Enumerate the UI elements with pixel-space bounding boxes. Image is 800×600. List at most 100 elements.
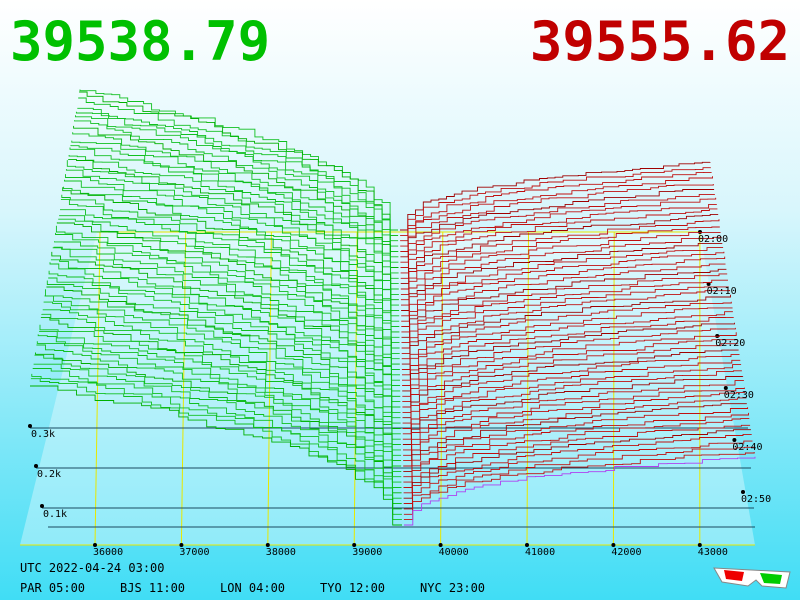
ask-depth-line xyxy=(401,273,728,344)
bid-depth-line xyxy=(39,324,402,467)
ask-depth-line xyxy=(403,403,747,472)
time-label: 02:00 xyxy=(698,234,728,245)
ask-depth-line xyxy=(400,167,711,236)
price-label: 36000 xyxy=(93,547,123,558)
ask-depth-line xyxy=(400,171,712,242)
ask-depth-line xyxy=(400,197,717,268)
zone-time: TYO 12:00 xyxy=(320,581,385,595)
ask-depth-line xyxy=(400,161,711,231)
ask-depth-line xyxy=(402,370,742,440)
depth-label: 0.2k xyxy=(37,469,61,480)
bid-depth-line xyxy=(65,169,400,311)
ask-depth-line xyxy=(400,189,715,258)
ask-depth-line xyxy=(403,418,750,488)
price-label: 38000 xyxy=(266,547,296,558)
ask-depth-line xyxy=(401,279,728,349)
ask-depth-line xyxy=(402,339,737,408)
ask-depth-line xyxy=(400,184,714,252)
time-label: 02:50 xyxy=(741,494,771,505)
ask-depth-line xyxy=(401,263,726,333)
bid-depth-line xyxy=(37,334,402,478)
bid-depth-line xyxy=(36,344,402,488)
bid-depth-line xyxy=(41,313,402,456)
zone-time: PAR 05:00 xyxy=(20,581,85,595)
bid-depth-line xyxy=(62,187,400,333)
utc-time: UTC 2022-04-24 03:00 xyxy=(20,561,165,575)
ask-depth-line xyxy=(402,376,744,445)
bid-depth-line xyxy=(55,225,400,370)
price-dot xyxy=(93,543,97,547)
price-label: 37000 xyxy=(179,547,209,558)
ask-depth-line xyxy=(404,456,756,526)
ask-depth-line xyxy=(403,446,754,515)
ask-depth-line xyxy=(403,380,744,451)
bid-depth-line xyxy=(73,125,399,268)
ask-depth-line xyxy=(403,452,755,521)
bid-depth-line xyxy=(77,107,399,247)
ask-depth-line xyxy=(403,412,749,483)
bid-depth-line xyxy=(35,352,402,494)
price-dot xyxy=(611,543,616,547)
bid-depth-line xyxy=(32,368,402,510)
price-grid-line xyxy=(94,231,101,546)
bid-depth-line xyxy=(79,89,398,231)
ask-depth-line xyxy=(401,236,722,306)
ask-depth-line xyxy=(401,290,731,360)
bid-price: 39538.79 xyxy=(10,10,270,73)
price-grid-line xyxy=(440,231,444,546)
ask-depth-line xyxy=(402,359,741,429)
depth-dot xyxy=(28,424,32,428)
price-label: 43000 xyxy=(698,547,728,558)
time-label: 02:40 xyxy=(732,442,762,453)
time-dot xyxy=(732,438,737,442)
depth-label: 0.1k xyxy=(43,509,67,520)
bid-depth-line xyxy=(51,251,401,397)
ask-depth-line xyxy=(402,364,742,435)
bid-depth-line xyxy=(58,218,400,360)
ask-depth-line xyxy=(400,203,717,274)
labels: 36000 37000 38000 39000 40000 41000 42000 43000… xyxy=(20,234,771,595)
price-label: 42000 xyxy=(611,547,641,558)
ask-depth-line xyxy=(400,231,721,301)
time-dot xyxy=(741,490,745,494)
price-label: 40000 xyxy=(439,547,469,558)
ask-depth-line xyxy=(402,354,740,424)
bid-depth-line xyxy=(40,316,402,462)
bid-depth-line xyxy=(30,378,402,521)
ask-depth-line xyxy=(401,242,723,311)
price-dot xyxy=(438,543,443,547)
zone-time: LON 04:00 xyxy=(220,581,285,595)
bid-depth-line xyxy=(79,91,399,236)
depth-dot xyxy=(40,504,44,508)
ask-depth-line xyxy=(402,332,737,403)
glasses-left xyxy=(724,570,744,581)
ask-depth-line xyxy=(400,208,718,279)
time-dot xyxy=(723,386,728,390)
bid-depth-line xyxy=(45,289,401,435)
bid-depth-line xyxy=(60,209,400,349)
bid-depth-line xyxy=(68,159,399,301)
bid-depth-line xyxy=(46,286,401,429)
zone-time: BJS 11:00 xyxy=(120,581,185,595)
ask-depth-line xyxy=(401,294,731,365)
ask-depth-line xyxy=(402,307,733,376)
ask-depth-line xyxy=(400,193,715,263)
bid-depth-line xyxy=(70,145,399,285)
bid-depth-line xyxy=(56,222,400,365)
depth-label: 0.3k xyxy=(31,429,55,440)
bid-depth-line xyxy=(68,155,399,295)
ask-depth-line xyxy=(400,176,713,247)
bid-depth-line xyxy=(72,132,399,274)
bid-depth-line xyxy=(30,385,402,526)
time-label: 02:20 xyxy=(715,338,745,349)
ask-depth-line xyxy=(402,343,739,413)
glasses-icon[interactable] xyxy=(713,567,791,589)
ask-depth-line xyxy=(403,429,751,499)
ask-depth-line xyxy=(402,349,739,419)
price-label: 39000 xyxy=(352,547,382,558)
ask-depth-line xyxy=(402,322,735,392)
price-grid-line xyxy=(353,231,358,546)
ask-depth-line xyxy=(403,387,745,456)
ask-depth-line xyxy=(400,226,720,295)
